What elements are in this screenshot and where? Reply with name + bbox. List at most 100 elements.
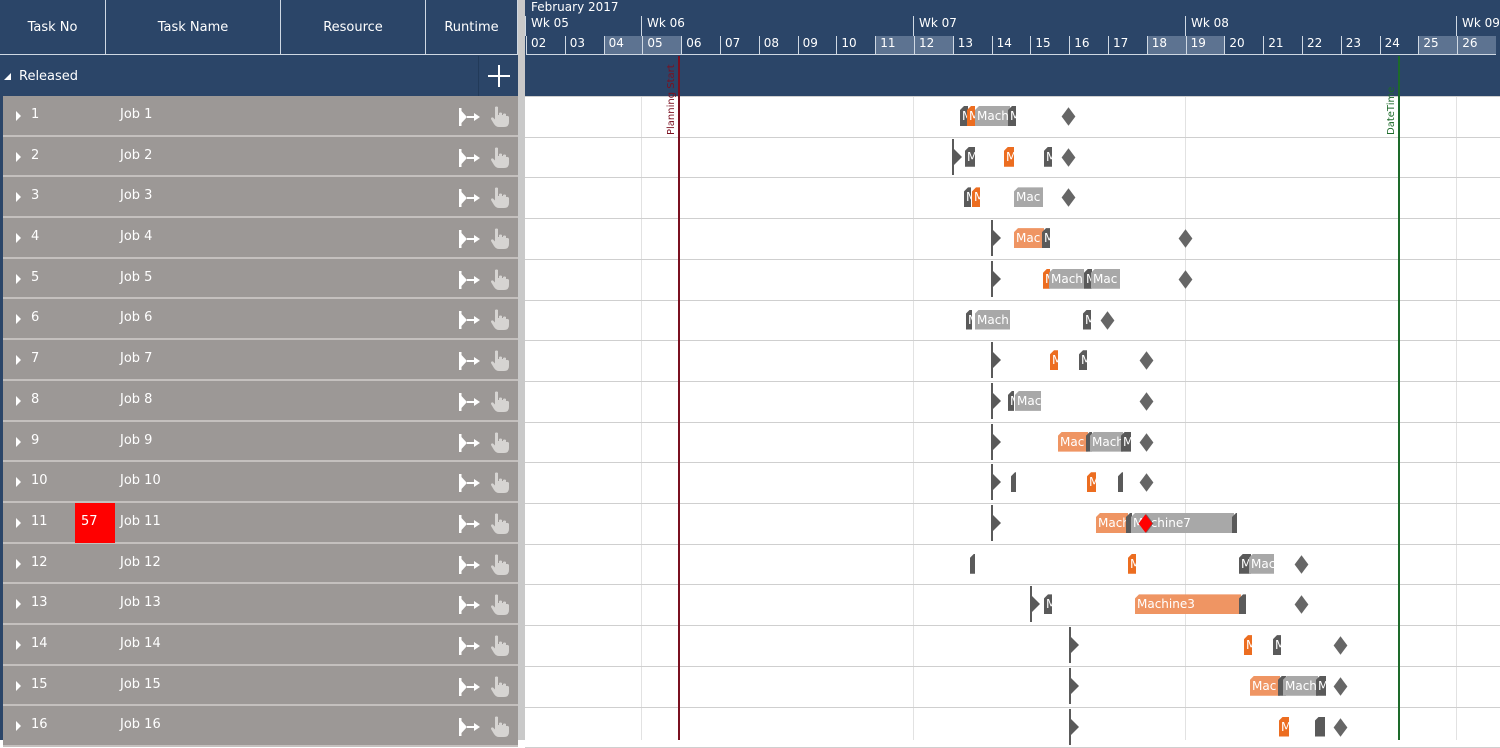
operation-bar[interactable]: M [1087, 472, 1096, 493]
task-row[interactable]: 8 Job 8 [3, 380, 518, 422]
operation-bar[interactable]: M [1044, 146, 1052, 167]
due-date-diamond-icon[interactable] [1139, 473, 1154, 492]
schedule-forward-icon[interactable] [458, 351, 482, 371]
expand-triangle-icon[interactable] [16, 151, 21, 162]
schedule-forward-icon[interactable] [458, 392, 482, 412]
operation-bar[interactable]: M [960, 106, 968, 126]
expand-triangle-icon[interactable] [16, 111, 21, 121]
expand-triangle-icon[interactable] [16, 233, 21, 244]
task-row[interactable]: 6 Job 6 [3, 299, 518, 341]
operation-bar[interactable]: M [1244, 635, 1252, 656]
panel-splitter[interactable] [518, 0, 525, 740]
expand-triangle-icon[interactable] [16, 721, 21, 732]
operation-bar[interactable]: M [965, 146, 975, 167]
hand-pointer-icon[interactable] [488, 593, 510, 616]
operation-bar[interactable]: M [1083, 309, 1091, 330]
due-date-diamond-icon[interactable] [1333, 636, 1348, 655]
hand-pointer-icon[interactable] [488, 431, 510, 453]
expand-triangle-icon[interactable] [16, 599, 21, 610]
operation-bar[interactable]: M [964, 187, 971, 208]
operation-bar[interactable]: M [1079, 350, 1087, 371]
task-row[interactable]: 7 Job 7 [3, 340, 518, 381]
operation-bar[interactable]: M [1316, 675, 1326, 696]
operation-bar[interactable]: M [1004, 146, 1014, 167]
operation-bar[interactable] [1232, 513, 1237, 533]
task-row[interactable]: 16 Job 16 [3, 706, 518, 747]
schedule-forward-icon[interactable] [458, 229, 482, 249]
hand-pointer-icon[interactable] [488, 634, 510, 656]
task-row[interactable]: 3 Job 3 [3, 177, 518, 219]
column-header-resource[interactable]: Resource [281, 0, 426, 55]
due-date-diamond-icon[interactable] [1139, 432, 1154, 452]
hand-pointer-icon[interactable] [488, 715, 510, 738]
due-date-diamond-icon[interactable] [1061, 147, 1076, 167]
expand-triangle-icon[interactable] [16, 192, 21, 203]
due-date-diamond-icon[interactable] [1178, 229, 1193, 248]
expand-triangle-icon[interactable] [16, 517, 21, 528]
operation-bar[interactable]: Mach [975, 106, 1010, 126]
hand-pointer-icon[interactable] [488, 349, 510, 372]
operation-bar[interactable]: Mac [1249, 553, 1274, 574]
column-header-task-no[interactable]: Task No [0, 0, 106, 55]
operation-bar[interactable]: M [1121, 431, 1131, 452]
operation-bar[interactable] [1126, 513, 1132, 533]
column-header-task-name[interactable]: Task Name [106, 0, 281, 55]
schedule-forward-icon[interactable] [458, 555, 482, 575]
operation-bar[interactable] [1011, 472, 1016, 493]
expand-triangle-icon[interactable] [16, 436, 21, 447]
operation-bar[interactable]: Mach [1090, 431, 1123, 452]
collapse-triangle-icon[interactable] [4, 72, 11, 80]
task-row[interactable]: 14 Job 14 [3, 624, 518, 666]
task-row[interactable]: 1 Job 1 [3, 96, 518, 137]
operation-bar[interactable]: Mach [975, 309, 1010, 330]
schedule-forward-icon[interactable] [458, 107, 482, 127]
operation-bar[interactable]: M [972, 187, 980, 208]
operation-bar[interactable]: M [1008, 106, 1016, 126]
task-row[interactable]: 12 Job 12 [3, 543, 518, 585]
hand-pointer-icon[interactable] [488, 675, 510, 697]
operation-bar[interactable]: Mac [1091, 268, 1120, 289]
due-date-diamond-icon[interactable] [1139, 351, 1154, 370]
task-row[interactable]: 2 Job 2 [3, 136, 518, 178]
operation-bar[interactable]: M [1279, 716, 1289, 737]
hand-pointer-icon[interactable] [488, 146, 510, 168]
task-row[interactable]: 4 Job 4 [3, 218, 518, 259]
plus-icon[interactable] [478, 56, 518, 96]
operation-bar[interactable]: M [1042, 228, 1050, 249]
operation-bar[interactable]: M [1084, 268, 1092, 289]
operation-bar[interactable]: M [966, 309, 972, 330]
hand-pointer-icon[interactable] [488, 553, 510, 575]
operation-bar[interactable]: Mac [1250, 675, 1280, 696]
schedule-forward-icon[interactable] [458, 514, 482, 534]
due-date-diamond-icon[interactable] [1333, 677, 1348, 696]
operation-bar[interactable]: M [1043, 268, 1050, 289]
expand-triangle-icon[interactable] [16, 680, 21, 691]
task-row[interactable]: 11 57 Job 11 [3, 502, 518, 544]
due-date-diamond-icon[interactable] [1139, 392, 1154, 411]
due-date-diamond-icon[interactable] [1333, 717, 1348, 737]
due-date-diamond-icon[interactable] [1178, 270, 1193, 289]
operation-bar[interactable]: Mach [1049, 268, 1084, 289]
expand-triangle-icon[interactable] [16, 273, 21, 284]
schedule-forward-icon[interactable] [458, 433, 482, 453]
operation-bar[interactable] [1118, 472, 1123, 493]
operation-bar[interactable]: M [1128, 553, 1136, 574]
column-header-runtime[interactable]: Runtime [426, 0, 518, 55]
schedule-forward-icon[interactable] [458, 270, 482, 290]
operation-bar[interactable]: Mac [1015, 390, 1041, 411]
due-date-diamond-icon[interactable] [1100, 310, 1115, 330]
operation-bar[interactable]: Machine3 [1135, 594, 1241, 615]
operation-bar[interactable] [970, 553, 975, 574]
task-row[interactable]: 15 Job 15 [3, 665, 518, 707]
schedule-forward-icon[interactable] [458, 717, 482, 737]
schedule-forward-icon[interactable] [458, 636, 482, 656]
operation-bar[interactable]: Mac [1058, 431, 1088, 452]
due-date-diamond-icon[interactable] [1294, 554, 1309, 574]
task-row[interactable]: 10 Job 10 [3, 462, 518, 503]
expand-triangle-icon[interactable] [16, 395, 21, 406]
expand-triangle-icon[interactable] [16, 639, 21, 650]
expand-triangle-icon[interactable] [16, 558, 21, 569]
operation-bar[interactable]: M [1239, 553, 1251, 574]
hand-pointer-icon[interactable] [488, 471, 510, 494]
operation-bar[interactable]: M [1273, 635, 1281, 656]
